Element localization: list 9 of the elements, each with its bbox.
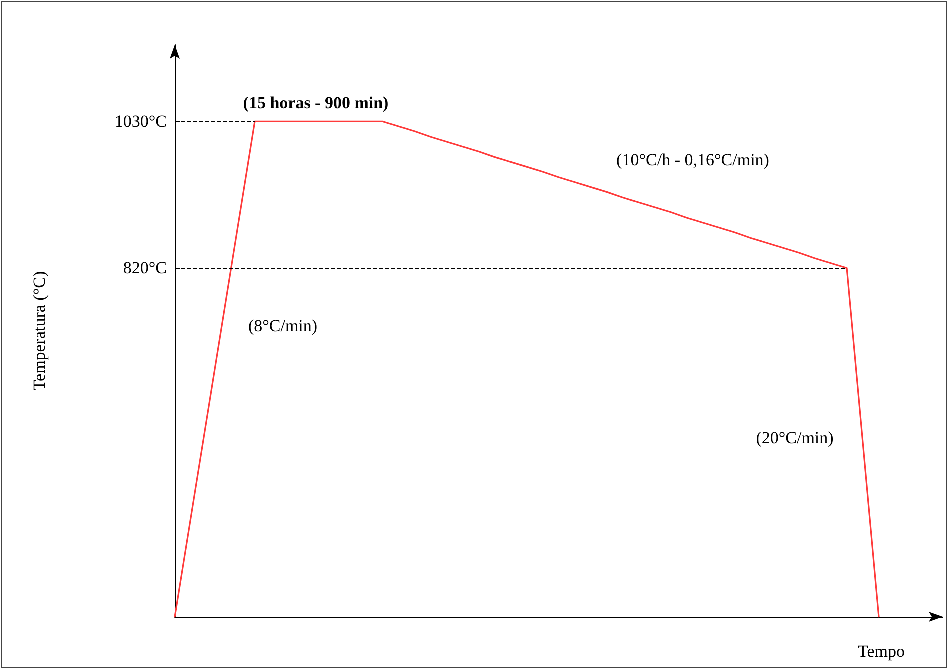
y-tick-label: 820°C [123, 258, 167, 278]
y-axis-title: Temperatura (°C) [30, 271, 49, 391]
annotation: (20°C/min) [756, 428, 834, 448]
line-series [174, 120, 880, 618]
annotation: (15 horas - 900 min) [243, 94, 389, 112]
y-tick-label: 1030°C [114, 112, 167, 132]
annotation: (8°C/min) [248, 316, 318, 336]
annotation: (10°C/h - 0,16°C/min) [616, 150, 770, 170]
x-axis-title: Tempo [858, 642, 905, 661]
